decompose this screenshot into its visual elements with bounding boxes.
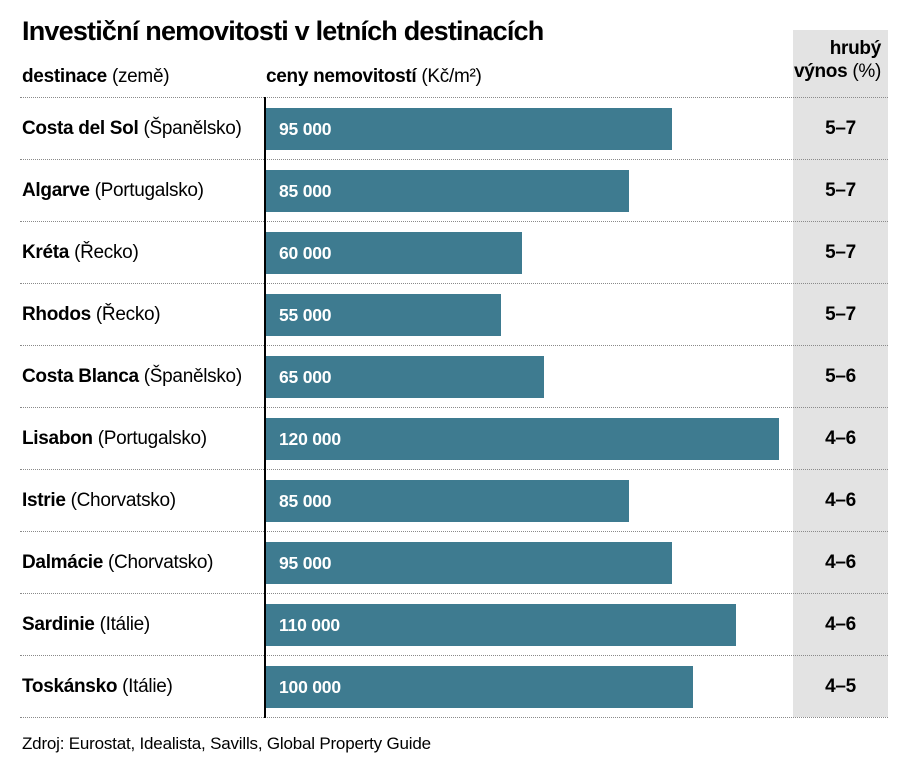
destination-name: Kréta	[22, 241, 70, 263]
yield-value: 5–7	[825, 304, 856, 325]
column-header-destination-sublabel: (země)	[111, 66, 170, 87]
bar-area: 120 000	[266, 418, 793, 460]
bar-area: 65 000	[266, 356, 793, 398]
yield-value: 4–5	[825, 676, 856, 697]
table-row: Costa Blanca (Španělsko) 65 000 5–6	[20, 345, 888, 407]
destination-name: Lisabon	[22, 427, 93, 449]
yield-value: 5–7	[825, 180, 856, 201]
destination-country: (Portugalsko)	[97, 427, 207, 449]
destination-country: (Řecko)	[95, 303, 161, 325]
chart-rows: Costa del Sol (Španělsko) 95 000 5–7 Alg…	[20, 97, 888, 718]
price-value-label: 55 000	[279, 304, 332, 325]
column-header-yield-line1: hrubý	[829, 38, 882, 59]
destination-name: Costa del Sol	[22, 117, 139, 139]
destination-name: Sardinie	[22, 613, 95, 635]
table-row: Algarve (Portugalsko) 85 000 5–7	[20, 159, 888, 221]
destination-label: Algarve (Portugalsko)	[22, 180, 204, 202]
column-header-yield-sublabel: (%)	[852, 61, 881, 82]
table-row: Lisabon (Portugalsko) 120 000 4–6	[20, 407, 888, 469]
destination-label: Lisabon (Portugalsko)	[22, 428, 207, 450]
destination-name: Istrie	[22, 489, 66, 511]
price-bar: 100 000	[266, 666, 694, 708]
table-row: Istrie (Chorvatsko) 85 000 4–6	[20, 469, 888, 531]
table-row: Costa del Sol (Španělsko) 95 000 5–7	[20, 97, 888, 159]
column-header-price: ceny nemovitostí (Kč/m²)	[266, 66, 482, 88]
destination-name: Algarve	[22, 179, 90, 201]
yield-value: 5–6	[825, 366, 856, 387]
table-row: Sardinie (Itálie) 110 000 4–6	[20, 593, 888, 655]
table-row: Kréta (Řecko) 60 000 5–7	[20, 221, 888, 283]
price-bar: 85 000	[266, 480, 630, 522]
column-header-yield: hrubý výnos (%)	[793, 37, 888, 83]
bar-area: 55 000	[266, 294, 793, 336]
price-value-label: 65 000	[279, 366, 332, 387]
destination-country: (Chorvatsko)	[70, 489, 176, 511]
yield-value: 4–6	[825, 428, 856, 449]
price-bar: 110 000	[266, 604, 737, 646]
chart-title: Investiční nemovitosti v letních destina…	[22, 16, 544, 46]
price-bar: 65 000	[266, 356, 544, 398]
table-row: Toskánsko (Itálie) 100 000 4–5	[20, 655, 888, 717]
bar-area: 85 000	[266, 480, 793, 522]
column-header-price-label: ceny nemovitostí	[266, 66, 417, 87]
destination-country: (Španělsko)	[143, 117, 242, 139]
bar-area: 85 000	[266, 170, 793, 212]
destination-country: (Řecko)	[74, 241, 139, 263]
axis-baseline	[264, 97, 266, 718]
price-value-label: 100 000	[279, 676, 341, 697]
price-value-label: 120 000	[279, 428, 341, 449]
table-row: Dalmácie (Chorvatsko) 95 000 4–6	[20, 531, 888, 593]
yield-value: 5–7	[825, 242, 856, 263]
destination-country: (Itálie)	[122, 675, 173, 697]
price-value-label: 95 000	[279, 552, 332, 573]
column-header-price-sublabel: (Kč/m²)	[421, 66, 482, 87]
destination-name: Toskánsko	[22, 675, 118, 697]
price-value-label: 85 000	[279, 180, 332, 201]
price-bar: 55 000	[266, 294, 502, 336]
bar-area: 110 000	[266, 604, 793, 646]
destination-label: Dalmácie (Chorvatsko)	[22, 552, 213, 574]
yield-value: 4–6	[825, 552, 856, 573]
price-bar: 85 000	[266, 170, 630, 212]
yield-value: 4–6	[825, 490, 856, 511]
column-header-yield-label: výnos	[793, 61, 848, 82]
destination-country: (Portugalsko)	[94, 179, 204, 201]
destination-name: Costa Blanca	[22, 365, 139, 387]
table-row: Rhodos (Řecko) 55 000 5–7	[20, 283, 888, 345]
price-bar: 95 000	[266, 108, 673, 150]
destination-country: (Chorvatsko)	[108, 551, 214, 573]
column-header-destination-label: destinace	[22, 66, 107, 87]
yield-column-background	[793, 30, 888, 717]
price-bar: 60 000	[266, 232, 523, 274]
destination-country: (Španělsko)	[143, 365, 242, 387]
source-note: Zdroj: Eurostat, Idealista, Savills, Glo…	[22, 734, 431, 753]
column-header-destination: destinace (země)	[22, 66, 170, 88]
bar-area: 95 000	[266, 542, 793, 584]
destination-label: Costa Blanca (Španělsko)	[22, 366, 242, 388]
destination-label: Sardinie (Itálie)	[22, 614, 150, 636]
destination-label: Costa del Sol (Španělsko)	[22, 118, 242, 140]
bar-area: 100 000	[266, 666, 793, 708]
column-header-yield-line2: výnos (%)	[793, 60, 881, 83]
yield-value: 5–7	[825, 118, 856, 139]
bar-area: 60 000	[266, 232, 793, 274]
price-value-label: 95 000	[279, 118, 332, 139]
destination-label: Rhodos (Řecko)	[22, 303, 161, 326]
price-value-label: 60 000	[279, 242, 332, 263]
yield-value: 4–6	[825, 614, 856, 635]
destination-label: Kréta (Řecko)	[22, 241, 139, 264]
destination-label: Istrie (Chorvatsko)	[22, 490, 176, 512]
bar-area: 95 000	[266, 108, 793, 150]
price-bar: 120 000	[266, 418, 779, 460]
destination-name: Rhodos	[22, 303, 91, 325]
price-value-label: 110 000	[279, 614, 340, 635]
destination-label: Toskánsko (Itálie)	[22, 676, 173, 698]
destination-name: Dalmácie	[22, 551, 104, 573]
price-bar: 95 000	[266, 542, 673, 584]
price-value-label: 85 000	[279, 490, 332, 511]
destination-country: (Itálie)	[99, 613, 151, 635]
